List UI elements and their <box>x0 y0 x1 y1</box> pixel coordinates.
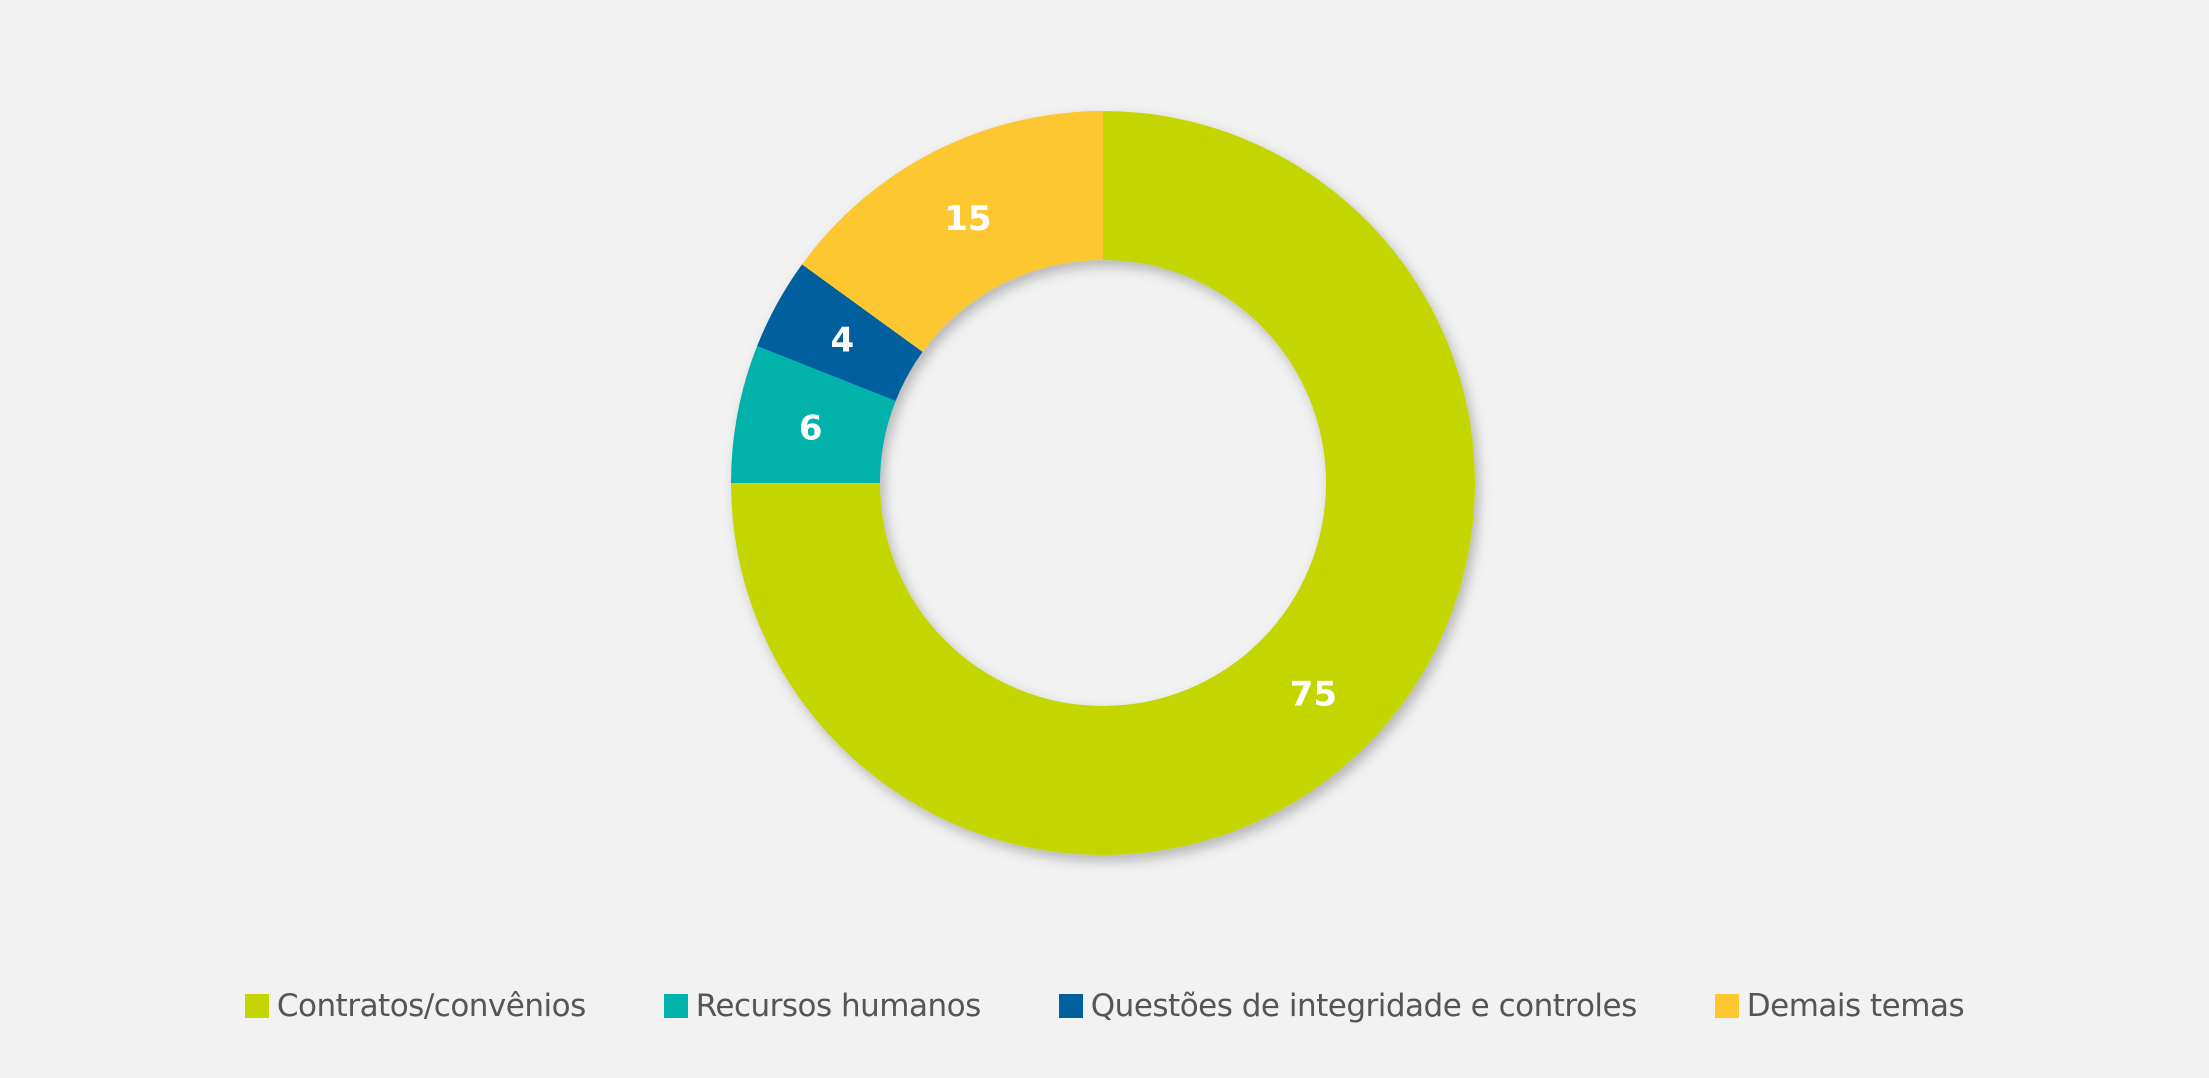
legend-label: Contratos/convênios <box>276 988 586 1024</box>
legend-swatch <box>1714 994 1739 1018</box>
slice-recursos-humanos <box>731 346 896 483</box>
legend-item: Questões de integridade e controles <box>1058 988 1637 1024</box>
legend-item: Demais temas <box>1714 988 1965 1024</box>
slice-quest-es-de-integridade-e-controles <box>757 264 923 401</box>
data-label: 15 <box>944 199 991 239</box>
legend-label: Demais temas <box>1746 988 1965 1024</box>
legend-item: Recursos humanos <box>663 988 982 1024</box>
data-label: 75 <box>1290 674 1337 714</box>
legend-swatch <box>244 994 269 1018</box>
legend-swatch <box>1058 994 1083 1018</box>
data-label: 4 <box>830 321 854 361</box>
donut-chart: 75 6 4 15 <box>731 111 1475 855</box>
legend-label: Questões de integridade e controles <box>1090 988 1637 1024</box>
slice-contratos-conv-nios <box>731 111 1475 855</box>
legend-swatch <box>663 994 688 1018</box>
slice-demais-temas <box>802 111 1103 352</box>
chart-legend: Contratos/convênios Recursos humanos Quest… <box>0 988 2209 1024</box>
legend-item: Contratos/convênios <box>244 988 586 1024</box>
data-label: 6 <box>799 408 823 448</box>
legend-label: Recursos humanos <box>695 988 982 1024</box>
